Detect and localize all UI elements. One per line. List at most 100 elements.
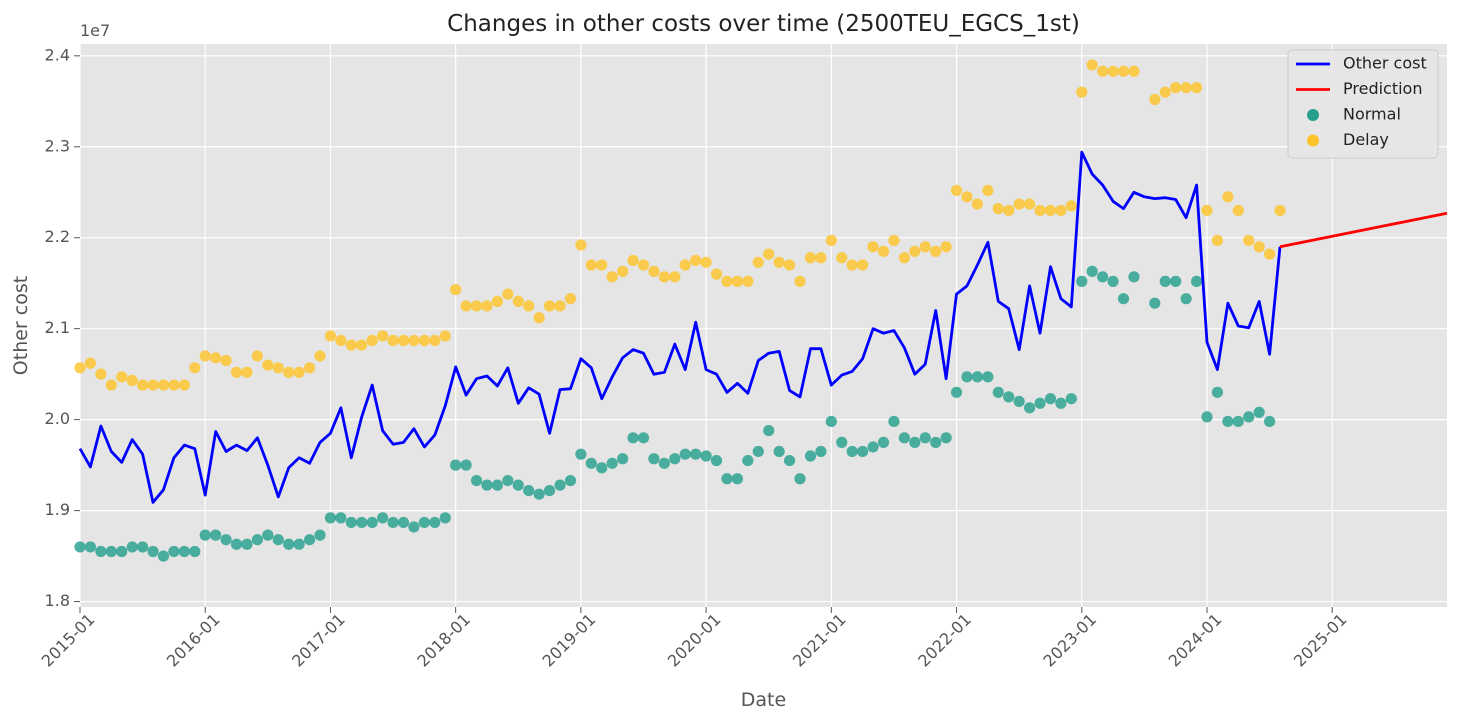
delay-point bbox=[1086, 59, 1098, 71]
delay-point bbox=[971, 198, 984, 210]
delay-point bbox=[502, 288, 514, 300]
normal-point bbox=[262, 529, 274, 541]
delay-point bbox=[199, 350, 211, 362]
delay-point bbox=[147, 379, 159, 391]
x-tick-label: 2017-01 bbox=[288, 610, 349, 671]
normal-point bbox=[303, 534, 316, 546]
delay-point bbox=[1222, 191, 1234, 203]
delay-point bbox=[491, 295, 504, 307]
normal-point bbox=[512, 479, 524, 491]
normal-point bbox=[825, 415, 837, 428]
delay-point bbox=[1264, 248, 1276, 260]
normal-point bbox=[1034, 397, 1046, 409]
normal-point bbox=[606, 457, 618, 469]
normal-point bbox=[742, 454, 754, 467]
normal-point bbox=[971, 371, 984, 383]
delay-point bbox=[470, 300, 483, 312]
delay-point bbox=[84, 357, 97, 369]
normal-point bbox=[126, 541, 138, 553]
delay-point bbox=[157, 379, 170, 391]
normal-point bbox=[168, 545, 180, 558]
delay-point bbox=[982, 184, 994, 197]
normal-points bbox=[74, 265, 1276, 562]
delay-point bbox=[679, 259, 691, 271]
delay-point bbox=[909, 245, 921, 257]
normal-point bbox=[460, 459, 472, 471]
normal-point bbox=[700, 450, 712, 462]
normal-point bbox=[1159, 275, 1171, 287]
normal-point bbox=[543, 484, 556, 497]
delay-point bbox=[356, 339, 368, 351]
normal-point bbox=[794, 473, 806, 485]
delay-point bbox=[460, 300, 472, 312]
normal-point bbox=[867, 441, 879, 453]
delay-point bbox=[1128, 65, 1140, 77]
delay-point bbox=[397, 334, 410, 347]
normal-point bbox=[314, 529, 326, 541]
normal-point bbox=[575, 448, 587, 460]
y-axis-label: Other cost bbox=[10, 276, 32, 375]
plot-background bbox=[80, 44, 1447, 607]
delay-point bbox=[366, 334, 378, 347]
delay-point bbox=[95, 368, 107, 380]
legend: Other cost Prediction Normal Delay bbox=[1287, 49, 1439, 159]
delay-point bbox=[1274, 204, 1286, 217]
series-layer bbox=[74, 59, 1448, 562]
normal-point bbox=[189, 545, 201, 558]
normal-point bbox=[1211, 386, 1224, 398]
normal-point bbox=[1170, 275, 1182, 287]
y-tick-label: 2.4 bbox=[45, 45, 70, 64]
normal-point bbox=[710, 454, 723, 467]
delay-point bbox=[251, 350, 263, 362]
normal-point bbox=[356, 516, 368, 529]
normal-point bbox=[1076, 275, 1088, 287]
normal-point bbox=[241, 538, 253, 550]
normal-point bbox=[251, 534, 263, 546]
normal-point bbox=[783, 454, 796, 467]
delay-point bbox=[512, 295, 524, 307]
y-tick-label: 2.3 bbox=[45, 136, 70, 155]
delay-point bbox=[543, 300, 556, 312]
delay-point bbox=[168, 379, 180, 391]
delay-point bbox=[637, 259, 650, 271]
prediction-line bbox=[1279, 211, 1448, 249]
delay-point bbox=[1159, 86, 1171, 98]
normal-point bbox=[961, 371, 973, 383]
normal-point bbox=[669, 453, 681, 465]
legend-box bbox=[1287, 49, 1439, 159]
delay-point bbox=[783, 259, 796, 271]
normal-point bbox=[439, 512, 451, 524]
delay-point bbox=[1034, 204, 1046, 217]
delay-point bbox=[450, 283, 462, 296]
delay-point bbox=[627, 254, 639, 267]
normal-point bbox=[491, 479, 504, 491]
delay-point bbox=[137, 379, 149, 391]
delay-point bbox=[1243, 234, 1255, 247]
normal-point bbox=[554, 479, 566, 491]
normal-point bbox=[1044, 393, 1057, 405]
normal-point bbox=[1097, 271, 1109, 283]
delay-point bbox=[293, 366, 305, 378]
normal-point bbox=[157, 550, 170, 562]
normal-point bbox=[731, 473, 744, 485]
delay-point bbox=[1055, 204, 1067, 217]
normal-point bbox=[658, 457, 670, 469]
delay-point bbox=[418, 334, 430, 347]
delay-point bbox=[126, 374, 138, 387]
delay-point bbox=[1201, 204, 1213, 217]
normal-point bbox=[335, 512, 347, 524]
legend-entry-label: Other cost bbox=[1343, 54, 1427, 73]
normal-point bbox=[585, 457, 597, 469]
normal-point bbox=[836, 436, 848, 448]
normal-point bbox=[272, 534, 284, 546]
normal-point bbox=[846, 445, 858, 458]
delay-point bbox=[387, 334, 399, 347]
delay-point bbox=[648, 265, 660, 277]
normal-point bbox=[74, 541, 86, 553]
delay-point bbox=[606, 271, 618, 283]
y-tick-label: 1.9 bbox=[45, 500, 70, 519]
normal-point bbox=[648, 453, 660, 465]
normal-point bbox=[982, 371, 994, 383]
normal-point bbox=[627, 432, 639, 444]
normal-point bbox=[408, 521, 420, 533]
